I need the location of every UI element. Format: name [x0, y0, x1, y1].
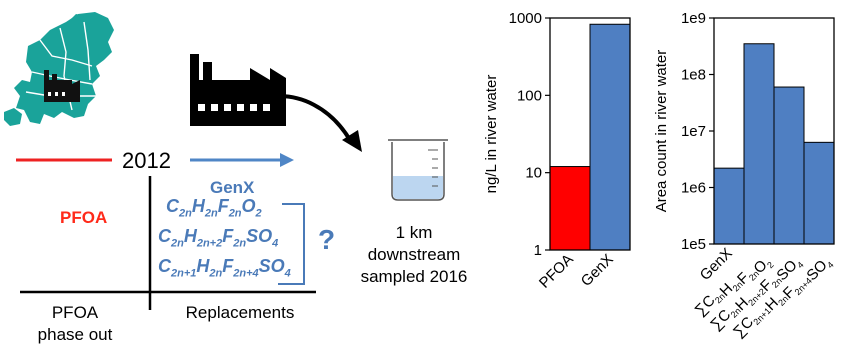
small-factory-icon	[44, 70, 80, 102]
sampling-caption: 1 km downstream sampled 2016	[360, 223, 468, 286]
chart2-tick-label-5: 1e9	[681, 10, 706, 27]
beaker-icon	[388, 139, 448, 201]
pfoa-heading: PFOA	[60, 208, 108, 227]
chart2-bar-4	[803, 141, 835, 245]
factory-icon	[190, 54, 286, 126]
timeline-year: 2012	[122, 148, 171, 173]
genx-heading: GenX	[210, 178, 255, 197]
formula-bracket	[278, 203, 305, 285]
chart1-tick-label-2: 10	[525, 165, 542, 182]
chart1-tick-label-3: 100	[517, 87, 542, 104]
pfoa-phase-out-caption: PFOA phase out	[37, 303, 113, 344]
chart2-tick-label-2: 1e6	[681, 180, 706, 197]
chart2-ylabel: Area count in river water	[653, 50, 670, 213]
chart2-bar-2	[743, 43, 775, 245]
formula-3: C2n+1H2nF2n+4SO4	[158, 256, 291, 280]
chart2-tick-label-4: 1e8	[681, 67, 706, 84]
formula-2: C2nH2n+2F2nSO4	[158, 226, 279, 250]
genx-timeline-arrow	[190, 153, 294, 167]
replacements-caption: Replacements	[185, 303, 295, 322]
chart1-tick-label-1: 1	[534, 242, 542, 259]
formula-1: C2nH2nF2nO2	[166, 196, 262, 220]
chart2-bar-3	[773, 86, 805, 245]
chart2-category-4: ∑C2n+1H2nF2n+4SO4	[730, 245, 836, 351]
chart1-bar-1	[549, 166, 591, 251]
question-mark: ?	[318, 224, 336, 255]
netherlands-map-icon	[4, 12, 114, 126]
chart1-tick-label-4: 1000	[509, 10, 542, 27]
discharge-arrow	[263, 94, 362, 152]
chart1-ylabel: ng/L in river water	[483, 75, 500, 194]
chart2-bar-1	[713, 167, 745, 245]
chart2-tick-label-3: 1e7	[681, 123, 706, 140]
chart2-tick-label-1: 1e5	[681, 236, 706, 253]
chart1-frame	[549, 17, 631, 251]
